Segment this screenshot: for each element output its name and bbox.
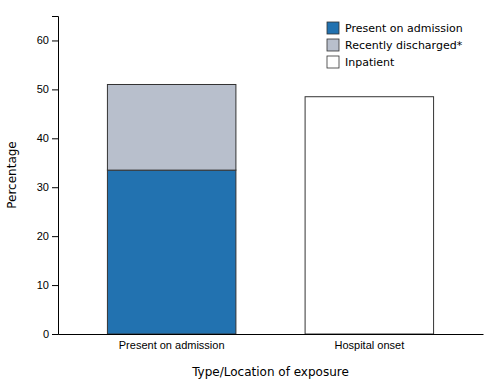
y-tick-label: 10: [37, 279, 49, 291]
y-tick-mark: [52, 89, 58, 90]
y-tick: 50: [37, 83, 58, 95]
legend-item: Present on admission: [327, 22, 463, 35]
y-tick-mark: [52, 285, 58, 286]
x-tick-label: Hospital onset: [334, 339, 404, 351]
x-axis-line: [59, 334, 484, 335]
plot: 0 10 20 30 40 50 60 Present on admission Hospita…: [37, 17, 484, 352]
y-tick-mark: [52, 138, 58, 139]
y-tick-label: 50: [37, 83, 49, 95]
y-tick: 20: [37, 230, 58, 242]
x-axis: Present on admission Hospital onset: [59, 334, 484, 351]
y-tick: 60: [37, 34, 58, 46]
legend-swatch: [327, 39, 339, 51]
x-tick-label: Present on admission: [119, 339, 225, 351]
y-tick: 0: [43, 328, 58, 340]
legend-label: Inpatient: [345, 56, 395, 69]
y-tick-mark: [52, 334, 58, 335]
legend-label: Present on admission: [345, 22, 463, 35]
y-tick: 40: [37, 132, 58, 144]
y-tick: 10: [37, 279, 58, 291]
legend: Present on admission Recently discharged*…: [327, 22, 463, 69]
legend-item: Recently discharged*: [327, 39, 463, 52]
y-tick-mark: [52, 187, 58, 188]
x-tick: Hospital onset: [334, 334, 404, 351]
y-tick-label: 40: [37, 132, 49, 144]
y-axis-line: [52, 17, 59, 335]
y-tick-label: 60: [37, 34, 49, 46]
y-tick-mark: [52, 40, 58, 41]
bar-segment: [107, 170, 235, 334]
y-tick-label: 0: [43, 328, 49, 340]
legend-swatch: [327, 22, 339, 34]
x-axis-title: Type/Location of exposure: [191, 365, 349, 379]
bars: [107, 84, 433, 334]
y-tick-label: 20: [37, 230, 49, 242]
y-axis: 0 10 20 30 40 50 60: [37, 17, 59, 341]
bar-segment: [107, 84, 235, 170]
chart: 0 10 20 30 40 50 60 Present on admission Hospita…: [0, 0, 497, 386]
bar-segment: [305, 97, 433, 334]
legend-label: Recently discharged*: [345, 39, 463, 52]
y-axis-title: Percentage: [5, 141, 19, 209]
legend-item: Inpatient: [327, 56, 395, 69]
y-tick-mark: [52, 236, 58, 237]
y-tick-label: 30: [37, 181, 49, 193]
x-tick: Present on admission: [119, 334, 225, 351]
y-tick: 30: [37, 181, 58, 193]
legend-swatch: [327, 56, 339, 68]
